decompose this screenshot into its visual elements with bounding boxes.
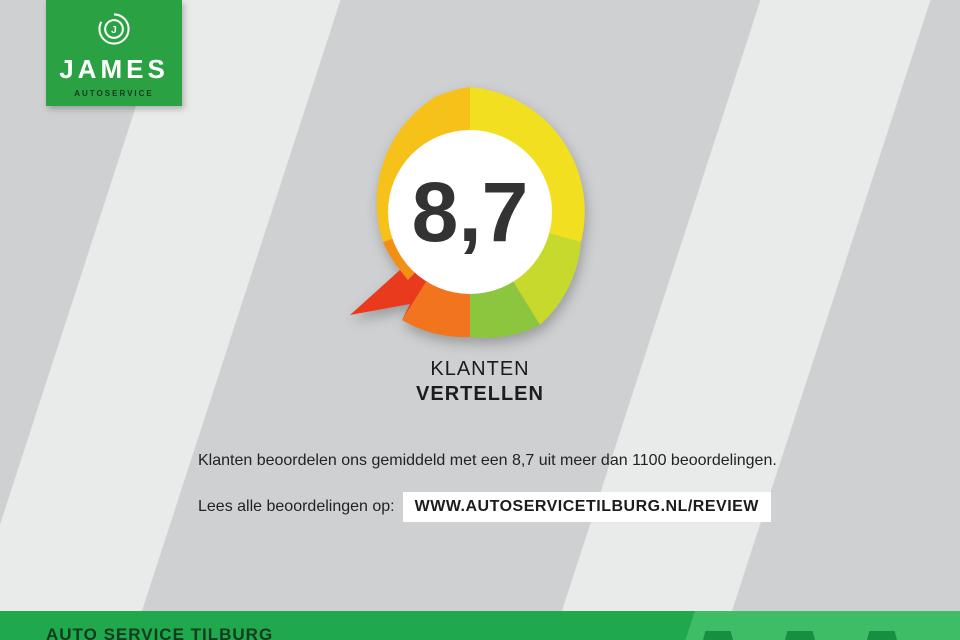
logo-subtitle-text: AUTOSERVICE xyxy=(74,89,154,98)
rating-gauge xyxy=(340,82,600,342)
social-icon-chip[interactable] xyxy=(864,631,900,640)
company-logo: J JAMES AUTOSERVICE xyxy=(46,0,182,106)
review-url-row: Lees alle beoordelingen op: WWW.AUTOSERV… xyxy=(198,492,818,522)
logo-icon: J xyxy=(95,10,133,48)
review-info-block: Klanten beoordelen ons gemiddeld met een… xyxy=(198,452,818,522)
social-icon-chip[interactable] xyxy=(782,631,818,640)
review-summary-text: Klanten beoordelen ons gemiddeld met een… xyxy=(198,452,818,470)
footer-company-name: AUTO SERVICE TILBURG xyxy=(46,625,273,640)
gauge-caption-line1: KLANTEN xyxy=(0,358,960,381)
social-icon-chip[interactable] xyxy=(700,631,736,640)
review-prompt-text: Lees alle beoordelingen op: xyxy=(198,498,395,516)
footer-banner: AUTO SERVICE TILBURG xyxy=(0,611,960,640)
gauge-caption: KLANTEN VERTELLEN xyxy=(0,358,960,406)
gauge-caption-line2: VERTELLEN xyxy=(0,383,960,406)
svg-text:J: J xyxy=(111,25,117,36)
logo-brand-text: JAMES xyxy=(59,54,169,85)
promo-banner: J JAMES AUTOSERVICE xyxy=(0,0,960,640)
review-url-text[interactable]: WWW.AUTOSERVICETILBURG.NL/REVIEW xyxy=(403,492,771,522)
